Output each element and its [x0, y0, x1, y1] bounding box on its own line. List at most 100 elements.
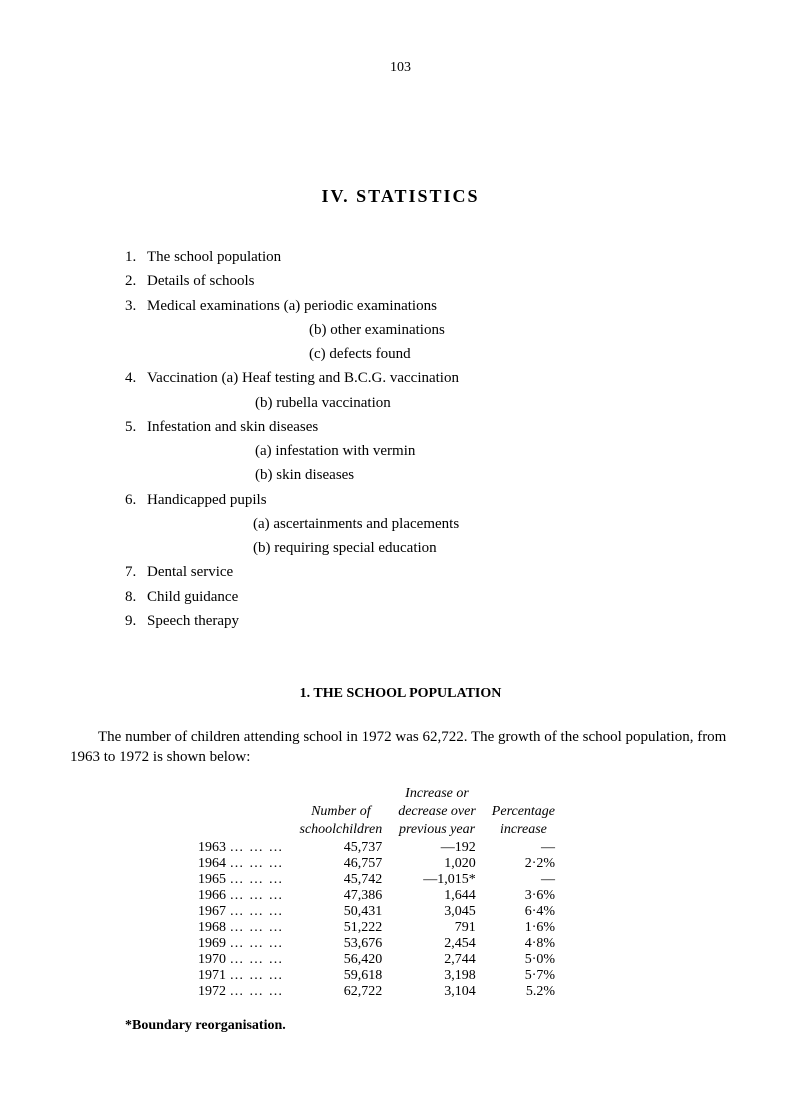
page: 103 IV. STATISTICS 1.The school populati…	[0, 0, 801, 1104]
toc-number: 9.	[125, 611, 147, 631]
cell-delta: 791	[390, 920, 484, 936]
cell-percent: 1·6%	[484, 920, 563, 936]
cell-percent: 3·6%	[484, 888, 563, 904]
dots: … … …	[230, 984, 284, 999]
toc-item: 7.Dental service	[125, 562, 731, 582]
dots: … … …	[230, 840, 284, 855]
toc-subitem: (b) other examinations	[309, 320, 731, 340]
toc-subitem: (b) skin diseases	[255, 465, 731, 485]
toc-number: 4.	[125, 368, 147, 388]
cell-number: 45,742	[292, 872, 391, 888]
toc-text: Medical examinations (a) periodic examin…	[147, 298, 437, 314]
cell-number: 56,420	[292, 952, 391, 968]
cell-year: 1965 … … …	[190, 872, 292, 888]
cell-year: 1971 … … …	[190, 968, 292, 984]
dots: … … …	[230, 904, 284, 919]
dots: … … …	[230, 856, 284, 871]
col-header: Number of	[292, 804, 391, 822]
cell-percent: —	[484, 872, 563, 888]
table-row: 1964 … … …46,7571,0202·2%	[190, 856, 563, 872]
table-row: 1965 … … …45,742—1,015*—	[190, 872, 563, 888]
cell-year: 1972 … … …	[190, 984, 292, 1000]
section-title: IV. STATISTICS	[70, 186, 731, 207]
cell-number: 50,431	[292, 904, 391, 920]
col-header: previous year	[390, 822, 484, 840]
toc-list: 1.The school population2.Details of scho…	[125, 247, 731, 631]
toc-text: Infestation and skin diseases	[147, 419, 318, 435]
table-head: Increase or Number of decrease over Perc…	[190, 786, 563, 840]
dots: … … …	[230, 952, 284, 967]
cell-delta: 3,198	[390, 968, 484, 984]
toc-text: Handicapped pupils	[147, 492, 267, 508]
table-row: 1969 … … …53,6762,4544·8%	[190, 936, 563, 952]
intro-paragraph: The number of children attending school …	[70, 727, 731, 768]
toc-item: 1.The school population	[125, 247, 731, 267]
table-row: 1971 … … …59,6183,1985·7%	[190, 968, 563, 984]
cell-percent: 4·8%	[484, 936, 563, 952]
toc-number: 6.	[125, 490, 147, 510]
toc-number: 7.	[125, 562, 147, 582]
toc-text: Details of schools	[147, 273, 254, 289]
toc-item: 2.Details of schools	[125, 271, 731, 291]
toc-subitem: (a) infestation with vermin	[255, 441, 731, 461]
col-header: Increase or	[390, 786, 484, 804]
toc-number: 8.	[125, 587, 147, 607]
page-number: 103	[70, 60, 731, 76]
table-row: 1966 … … …47,3861,6443·6%	[190, 888, 563, 904]
toc-text: The school population	[147, 249, 281, 265]
dots: … … …	[230, 888, 284, 903]
table-row: 1968 … … …51,2227911·6%	[190, 920, 563, 936]
dots: … … …	[230, 936, 284, 951]
footnote: *Boundary reorganisation.	[125, 1018, 731, 1034]
toc-number: 5.	[125, 417, 147, 437]
cell-number: 53,676	[292, 936, 391, 952]
cell-delta: —192	[390, 840, 484, 856]
cell-number: 59,618	[292, 968, 391, 984]
toc-text: Speech therapy	[147, 613, 239, 629]
cell-delta: —1,015*	[390, 872, 484, 888]
cell-year: 1970 … … …	[190, 952, 292, 968]
table-row: 1970 … … …56,4202,7445·0%	[190, 952, 563, 968]
toc-subitem: (c) defects found	[309, 344, 731, 364]
cell-year: 1968 … … …	[190, 920, 292, 936]
table-row: 1967 … … …50,4313,0456·4%	[190, 904, 563, 920]
toc-number: 1.	[125, 247, 147, 267]
toc-subitem: (a) ascertainments and placements	[253, 514, 731, 534]
cell-year: 1966 … … …	[190, 888, 292, 904]
cell-delta: 1,020	[390, 856, 484, 872]
table-body: 1963 … … …45,737—192— 1964 … … …46,7571,0…	[190, 840, 563, 1000]
cell-delta: 2,454	[390, 936, 484, 952]
toc-number: 3.	[125, 296, 147, 316]
col-header: decrease over	[390, 804, 484, 822]
dots: … … …	[230, 920, 284, 935]
cell-percent: 5.2%	[484, 984, 563, 1000]
col-header: Percentage	[484, 804, 563, 822]
toc-item: 3.Medical examinations (a) periodic exam…	[125, 296, 731, 316]
col-header: schoolchildren	[292, 822, 391, 840]
cell-delta: 3,045	[390, 904, 484, 920]
toc-text: Dental service	[147, 564, 233, 580]
cell-delta: 3,104	[390, 984, 484, 1000]
toc-item: 6.Handicapped pupils	[125, 490, 731, 510]
dots: … … …	[230, 968, 284, 983]
cell-number: 45,737	[292, 840, 391, 856]
cell-number: 51,222	[292, 920, 391, 936]
cell-number: 62,722	[292, 984, 391, 1000]
cell-number: 47,386	[292, 888, 391, 904]
cell-year: 1964 … … …	[190, 856, 292, 872]
cell-delta: 1,644	[390, 888, 484, 904]
toc-item: 4.Vaccination (a) Heaf testing and B.C.G…	[125, 368, 731, 388]
cell-percent: 5·0%	[484, 952, 563, 968]
col-header: increase	[484, 822, 563, 840]
toc-text: Vaccination (a) Heaf testing and B.C.G. …	[147, 370, 459, 386]
cell-year: 1969 … … …	[190, 936, 292, 952]
dots: … … …	[230, 872, 284, 887]
cell-year: 1963 … … …	[190, 840, 292, 856]
cell-delta: 2,744	[390, 952, 484, 968]
toc-number: 2.	[125, 271, 147, 291]
toc-subitem: (b) rubella vaccination	[255, 393, 731, 413]
cell-number: 46,757	[292, 856, 391, 872]
table-row: 1963 … … …45,737—192—	[190, 840, 563, 856]
subheading: 1. THE SCHOOL POPULATION	[70, 686, 731, 702]
footnote-text: *Boundary reorganisation.	[125, 1018, 286, 1033]
